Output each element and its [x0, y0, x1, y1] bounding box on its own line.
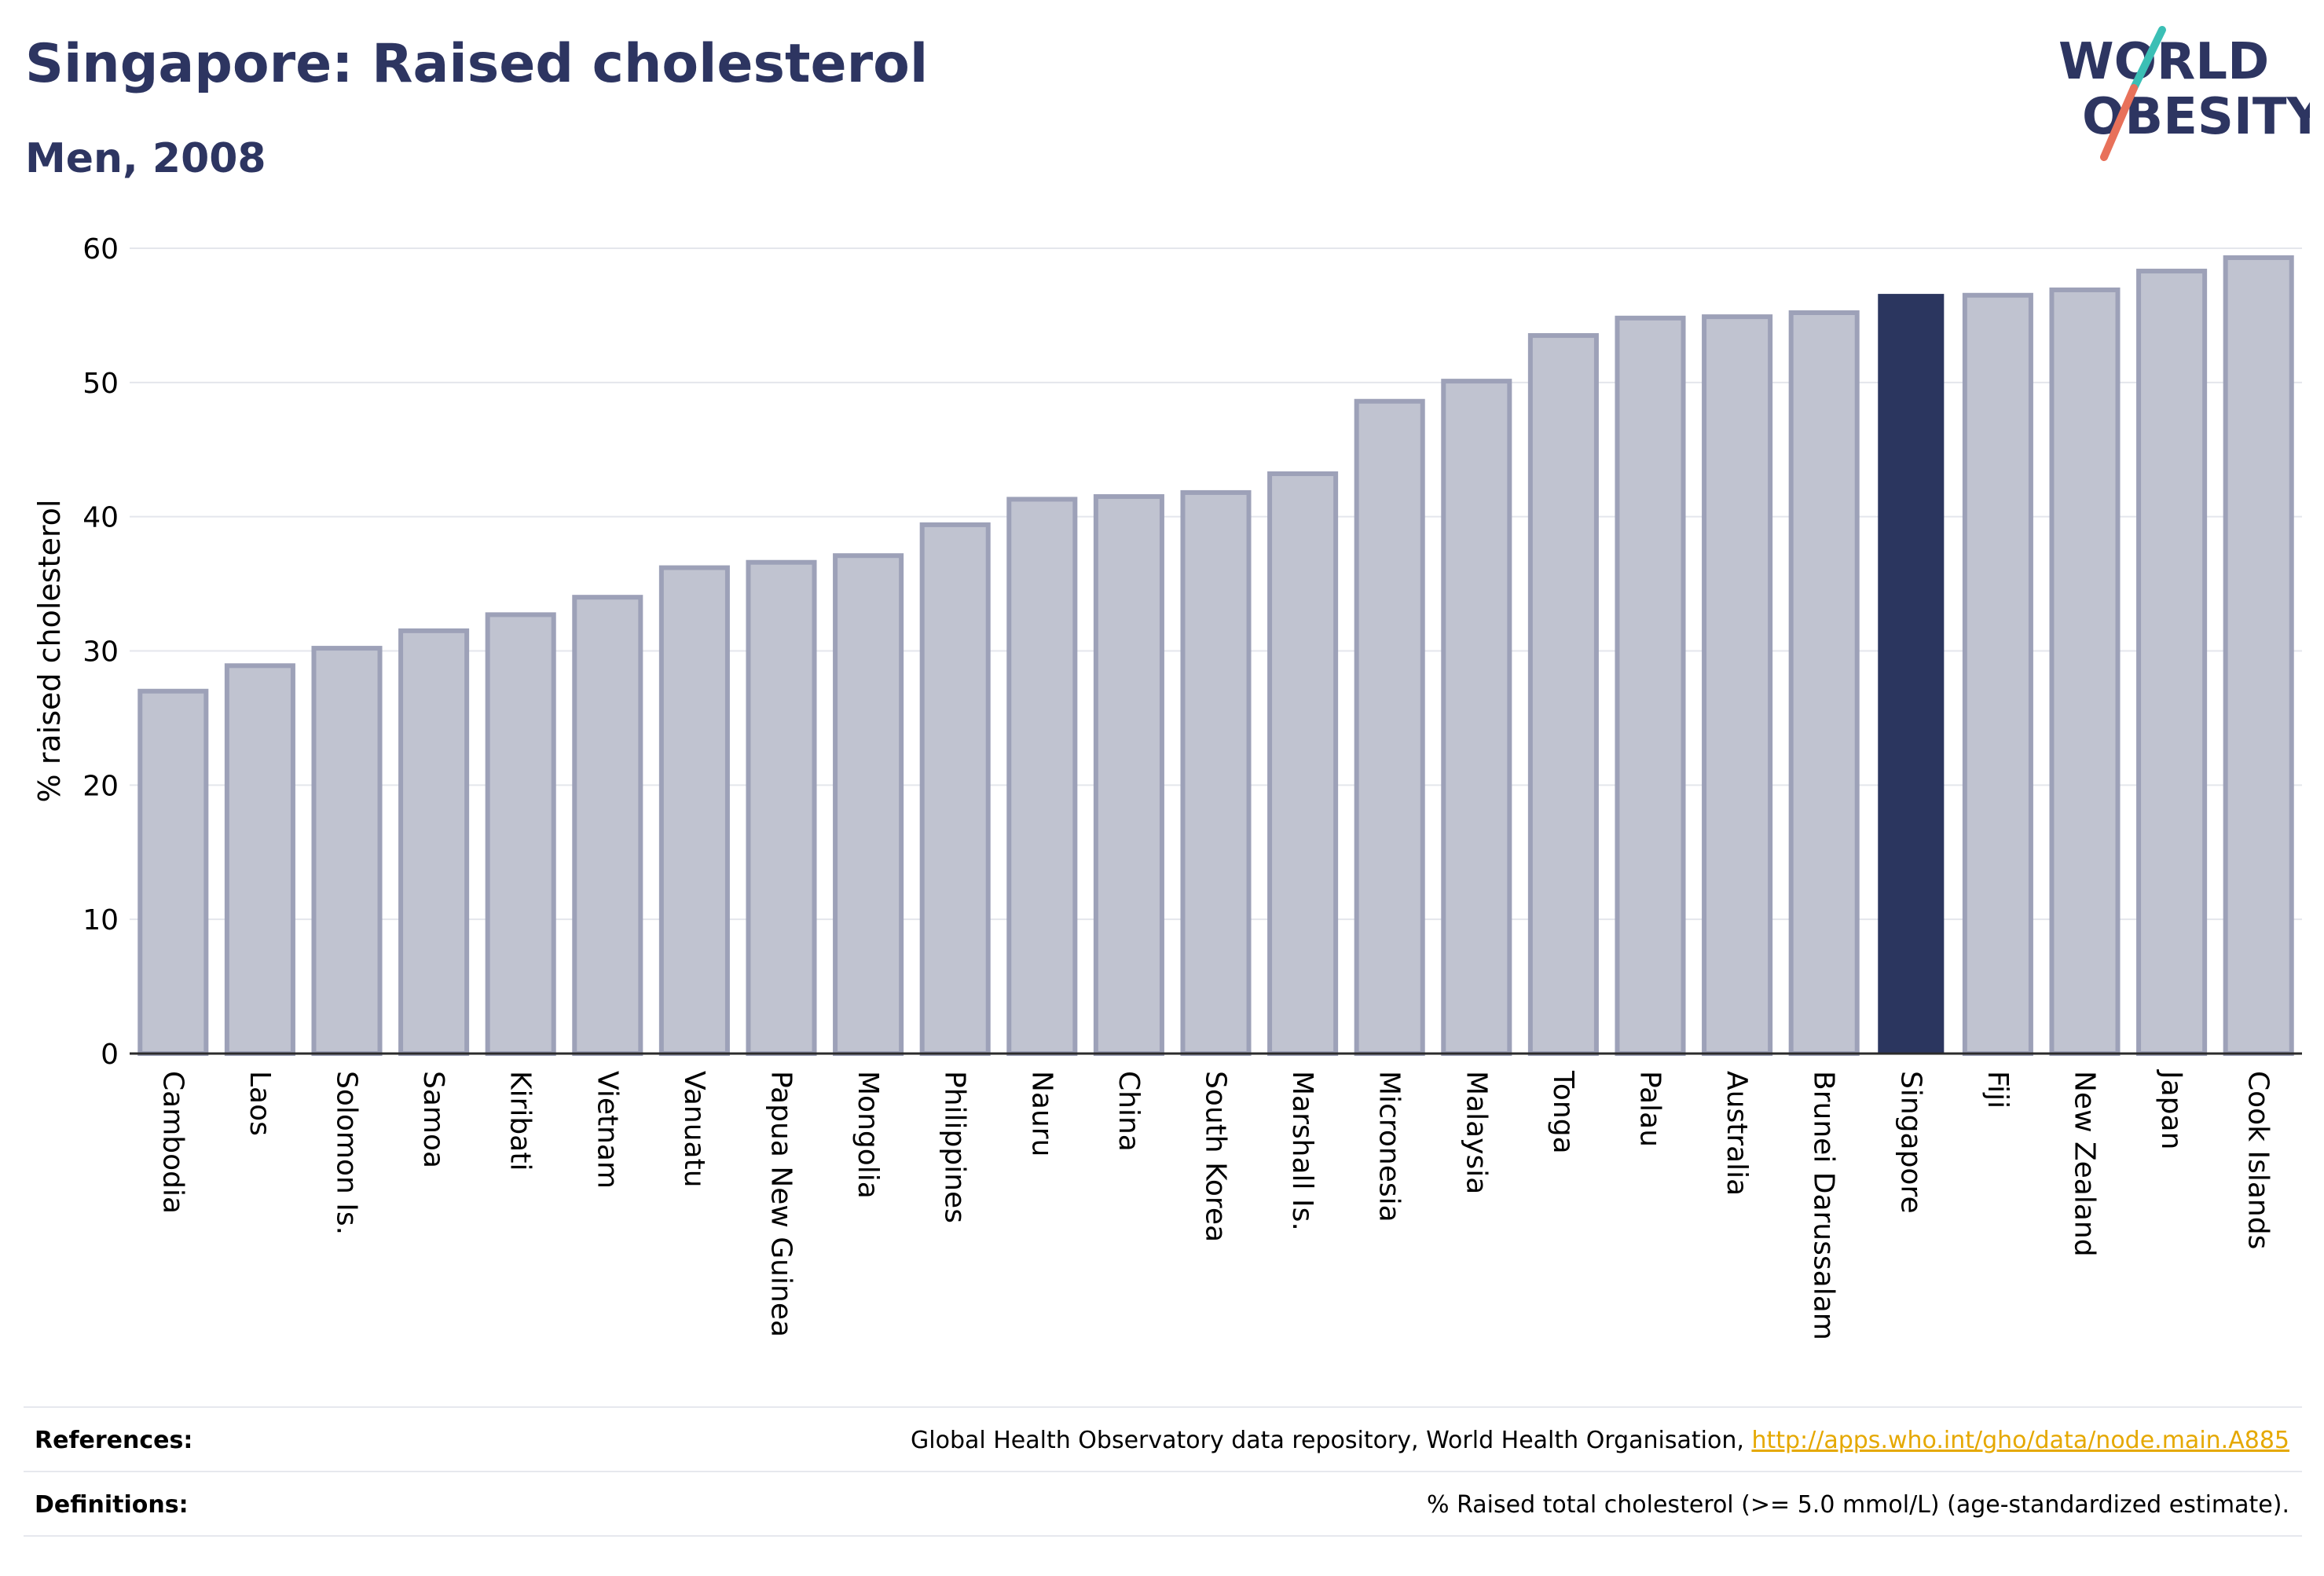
footer-divider-bottom [24, 1535, 2302, 1537]
bar-fiji [1962, 292, 2033, 1056]
logo-word-world: WORLD [2058, 33, 2269, 91]
bar-vanuatu [658, 565, 730, 1056]
footer-divider-middle [24, 1471, 2302, 1472]
y-axis-label: % raised cholesterol [32, 500, 67, 803]
x-tick-label: New Zealand [2069, 1071, 2101, 1257]
x-tick-label: Solomon Is. [331, 1071, 363, 1235]
y-tick-label: 10 [82, 904, 119, 936]
x-tick-label: China [1113, 1071, 1145, 1152]
x-tick-label: Kiribati [504, 1071, 537, 1171]
y-tick-label: 40 [82, 502, 119, 534]
bars [137, 255, 2294, 1057]
logo-slash-teal [2130, 26, 2166, 92]
references-source: Global Health Observatory data repositor… [911, 1427, 1752, 1454]
bar-australia [1702, 314, 1773, 1056]
x-tick-label: Palau [1634, 1071, 1666, 1147]
world-obesity-logo: WORLD OBESITY [2058, 26, 2310, 161]
y-tick-label: 20 [82, 770, 119, 802]
references-label: References: [35, 1427, 193, 1454]
bar-tonga [1527, 333, 1599, 1056]
x-tick-label: Tonga [1547, 1070, 1579, 1154]
x-tick-label: Brunei Darussalam [1808, 1071, 1840, 1340]
bar-samoa [398, 628, 470, 1056]
x-axis-ticks: Cambodia Laos Solomon Is. Samoa Kiribati Viet… [156, 1069, 2274, 1340]
bar-nauru [1006, 497, 1078, 1056]
x-tick-label: Mongolia [852, 1071, 884, 1199]
x-tick-label: Papua New Guinea [765, 1071, 797, 1337]
x-tick-label: Vietnam [591, 1071, 623, 1189]
bar-laos [224, 663, 295, 1057]
definitions-text: % Raised total cholesterol (>= 5.0 mmol/… [1427, 1491, 2289, 1519]
bar-cambodia [137, 688, 209, 1056]
x-tick-label: South Korea [1200, 1071, 1232, 1242]
footer-divider-top [24, 1406, 2302, 1408]
references-link[interactable]: http://apps.who.int/gho/data/node.main.A… [1751, 1427, 2289, 1454]
bar-solomon-is [311, 646, 383, 1056]
x-tick-label: Vanuatu [678, 1071, 710, 1188]
bar-south-korea [1180, 489, 1252, 1056]
y-tick-label: 30 [82, 636, 119, 669]
definitions-label: Definitions: [35, 1491, 189, 1519]
bar-chart: 0 10 20 30 40 50 60 Cambodia Laos Solomon Is. Sam… [32, 233, 2302, 1340]
bar-kiribati [485, 612, 556, 1056]
x-tick-label: Fiji [1981, 1071, 2014, 1109]
logo-slash-coral [2100, 84, 2138, 161]
bar-papua-new-guinea [746, 559, 817, 1056]
y-tick-label: 60 [82, 233, 119, 266]
bar-mongolia [833, 553, 904, 1056]
bar-vietnam [572, 595, 643, 1056]
x-tick-label: Cook Islands [2242, 1071, 2275, 1249]
y-axis-ticks: 0 10 20 30 40 50 60 [82, 233, 119, 1071]
chart-title: Singapore: Raised cholesterol [25, 33, 929, 95]
x-tick-label: Singapore [1894, 1071, 1926, 1214]
x-tick-label: Malaysia [1460, 1071, 1492, 1194]
bar-singapore [1878, 294, 1945, 1054]
x-tick-label: Nauru [1025, 1071, 1058, 1156]
y-tick-label: 50 [82, 368, 119, 400]
x-tick-label: Laos [244, 1071, 276, 1136]
x-tick-label: Cambodia [156, 1071, 189, 1214]
bar-philippines [919, 522, 991, 1056]
x-tick-label: Japan [2155, 1069, 2187, 1149]
x-tick-label: Marshall Is. [1286, 1071, 1318, 1231]
bar-cook-islands [2223, 255, 2294, 1057]
bar-marshall-is [1267, 471, 1339, 1056]
bar-new-zealand [2049, 287, 2121, 1057]
x-tick-label: Philippines [939, 1071, 971, 1223]
bar-malaysia [1441, 379, 1512, 1056]
x-tick-label: Samoa [417, 1071, 449, 1168]
y-tick-label: 0 [101, 1039, 119, 1071]
bar-china [1093, 494, 1164, 1056]
bar-micronesia [1354, 398, 1425, 1056]
references-text: Global Health Observatory data repositor… [911, 1427, 2289, 1454]
x-tick-label: Micronesia [1373, 1071, 1406, 1222]
x-tick-label: Australia [1721, 1071, 1753, 1196]
bar-palau [1615, 315, 1686, 1057]
bar-brunei-darussalam [1788, 310, 1860, 1056]
chart-subtitle: Men, 2008 [25, 135, 266, 182]
bar-japan [2136, 269, 2208, 1056]
